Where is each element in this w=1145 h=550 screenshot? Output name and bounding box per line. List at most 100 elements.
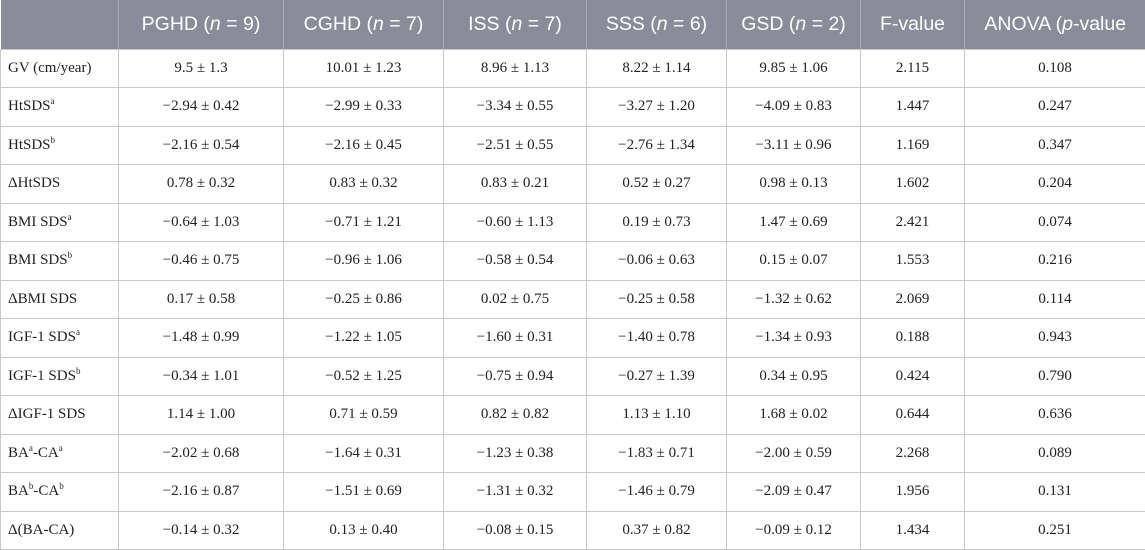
- table-cell: 0.98 ± 0.13: [727, 165, 861, 204]
- header-text-pre: CGHD (: [304, 13, 373, 35]
- row-label-text: Δ(BA-CA): [8, 522, 74, 538]
- table-cell: −1.31 ± 0.32: [444, 473, 587, 512]
- row-label-text: HtSDS: [8, 137, 51, 153]
- table-cell: −0.25 ± 0.58: [587, 280, 727, 319]
- table-cell: −1.23 ± 0.38: [444, 434, 587, 473]
- table-cell: −2.16 ± 0.45: [284, 126, 444, 165]
- table-row: BAb-CAb−2.16 ± 0.87−1.51 ± 0.69−1.31 ± 0…: [1, 473, 1145, 512]
- table-cell: 1.68 ± 0.02: [727, 396, 861, 435]
- row-label: ΔBMI SDS: [1, 280, 119, 319]
- row-label: GV (cm/year): [1, 49, 119, 88]
- table-cell: −0.06 ± 0.63: [587, 242, 727, 281]
- table-cell: 8.22 ± 1.14: [587, 49, 727, 88]
- row-label: BAa-CAa: [1, 434, 119, 473]
- table-cell: −0.14 ± 0.32: [119, 511, 284, 550]
- header-text-post: = 7): [522, 13, 562, 35]
- header-text-post: = 7): [384, 13, 424, 35]
- header-text-it: n: [657, 13, 668, 35]
- table-cell: −3.34 ± 0.55: [444, 88, 587, 127]
- row-label-text: ΔBMI SDS: [8, 291, 77, 307]
- table-cell: 0.790: [965, 357, 1145, 396]
- table-cell: −2.00 ± 0.59: [727, 434, 861, 473]
- row-label-text: BA: [8, 445, 29, 461]
- row-label-superscript: a: [51, 96, 55, 106]
- table-cell: 0.644: [861, 396, 965, 435]
- header-sss: SSS (n = 6): [587, 0, 727, 49]
- table-cell: −1.64 ± 0.31: [284, 434, 444, 473]
- table-cell: 2.268: [861, 434, 965, 473]
- row-label-text: BA: [8, 483, 29, 499]
- table-cell: −0.25 ± 0.86: [284, 280, 444, 319]
- table-cell: −3.11 ± 0.96: [727, 126, 861, 165]
- table-cell: 0.131: [965, 473, 1145, 512]
- header-text-it: n: [511, 13, 522, 35]
- row-label-text: HtSDS: [8, 98, 51, 114]
- table-cell: −1.83 ± 0.71: [587, 434, 727, 473]
- table-cell: 2.069: [861, 280, 965, 319]
- table-cell: −0.52 ± 1.25: [284, 357, 444, 396]
- table-cell: 8.96 ± 1.13: [444, 49, 587, 88]
- table-cell: −0.27 ± 1.39: [587, 357, 727, 396]
- table-cell: −2.16 ± 0.87: [119, 473, 284, 512]
- table-row: BAa-CAa−2.02 ± 0.68−1.64 ± 0.31−1.23 ± 0…: [1, 434, 1145, 473]
- table-cell: −2.99 ± 0.33: [284, 88, 444, 127]
- table-cell: −2.02 ± 0.68: [119, 434, 284, 473]
- header-f-value: F-value: [861, 0, 965, 49]
- table-cell: 0.19 ± 0.73: [587, 203, 727, 242]
- header-anova: ANOVA (p-value: [965, 0, 1145, 49]
- header-text-pre: SSS (: [606, 13, 657, 35]
- table-cell: 0.247: [965, 88, 1145, 127]
- table-cell: −0.96 ± 1.06: [284, 242, 444, 281]
- table-cell: −1.46 ± 0.79: [587, 473, 727, 512]
- table-cell: 0.34 ± 0.95: [727, 357, 861, 396]
- table-row: HtSDSb−2.16 ± 0.54−2.16 ± 0.45−2.51 ± 0.…: [1, 126, 1145, 165]
- row-label: BMI SDSa: [1, 203, 119, 242]
- table-cell: −2.09 ± 0.47: [727, 473, 861, 512]
- row-label: Δ(BA-CA): [1, 511, 119, 550]
- row-label-text: BMI SDS: [8, 214, 68, 230]
- header-text-pre: GSD (: [741, 13, 795, 35]
- table-cell: 0.02 ± 0.75: [444, 280, 587, 319]
- table-cell: −4.09 ± 0.83: [727, 88, 861, 127]
- header-pghd: PGHD (n = 9): [119, 0, 284, 49]
- table-cell: 0.17 ± 0.58: [119, 280, 284, 319]
- header-text-pre: ISS (: [468, 13, 511, 35]
- table-cell: 0.71 ± 0.59: [284, 396, 444, 435]
- table-cell: 0.251: [965, 511, 1145, 550]
- table-header: PGHD (n = 9)CGHD (n = 7)ISS (n = 7)SSS (…: [1, 0, 1145, 49]
- table-cell: −0.08 ± 0.15: [444, 511, 587, 550]
- table-cell: 2.115: [861, 49, 965, 88]
- table-row: BMI SDSb−0.46 ± 0.75−0.96 ± 1.06−0.58 ± …: [1, 242, 1145, 281]
- row-label-superscript: b: [76, 366, 81, 376]
- table-cell: 1.553: [861, 242, 965, 281]
- row-label-text: BMI SDS: [8, 252, 68, 268]
- row-label-superscript: b: [68, 250, 73, 260]
- row-label-text: IGF-1 SDS: [8, 368, 76, 384]
- table-cell: 0.78 ± 0.32: [119, 165, 284, 204]
- header-cghd: CGHD (n = 7): [284, 0, 444, 49]
- header-text-post: = 9): [221, 13, 261, 35]
- table-cell: 0.188: [861, 319, 965, 358]
- table-row: BMI SDSa−0.64 ± 1.03−0.71 ± 1.21−0.60 ± …: [1, 203, 1145, 242]
- header-text-it: n: [210, 13, 221, 35]
- header-text-post: = 6): [668, 13, 708, 35]
- table-row: IGF-1 SDSb−0.34 ± 1.01−0.52 ± 1.25−0.75 …: [1, 357, 1145, 396]
- table-row: HtSDSa−2.94 ± 0.42−2.99 ± 0.33−3.34 ± 0.…: [1, 88, 1145, 127]
- row-label: ΔIGF-1 SDS: [1, 396, 119, 435]
- table-cell: 0.636: [965, 396, 1145, 435]
- table-cell: 0.216: [965, 242, 1145, 281]
- header-blank: [1, 0, 119, 49]
- table-cell: −0.60 ± 1.13: [444, 203, 587, 242]
- header-text-post: = 2): [806, 13, 846, 35]
- table-cell: 0.204: [965, 165, 1145, 204]
- row-label-text: ΔIGF-1 SDS: [8, 406, 86, 422]
- row-label: BAb-CAb: [1, 473, 119, 512]
- table-cell: 0.37 ± 0.82: [587, 511, 727, 550]
- table-cell: −3.27 ± 1.20: [587, 88, 727, 127]
- table-cell: 1.47 ± 0.69: [727, 203, 861, 242]
- table-cell: 0.424: [861, 357, 965, 396]
- table-cell: −0.34 ± 1.01: [119, 357, 284, 396]
